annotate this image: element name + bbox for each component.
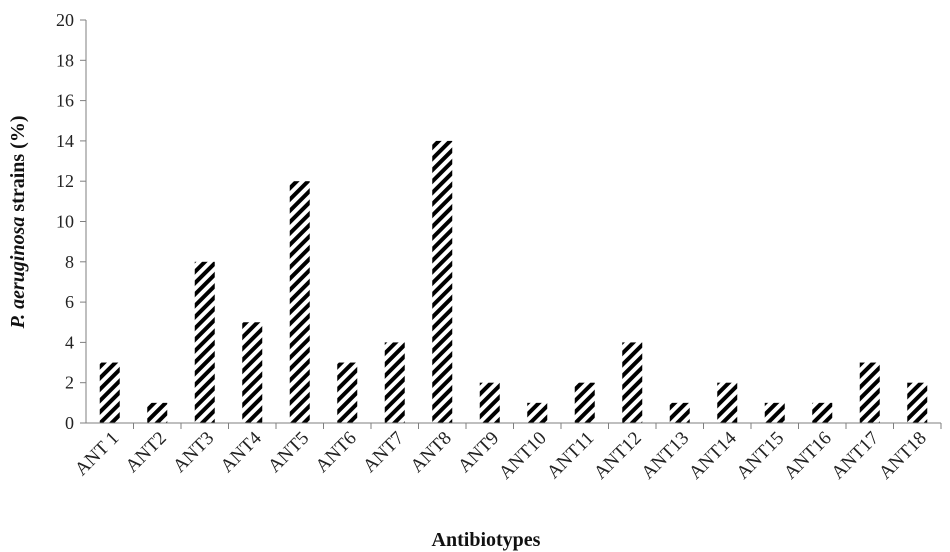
x-tick-label: ANT2 <box>122 428 171 477</box>
y-tick-label: 14 <box>56 131 74 151</box>
bar-ant4 <box>242 322 263 423</box>
x-tick-label: ANT17 <box>827 428 883 484</box>
y-axis-title-italic: P. aeruginosa <box>7 217 29 330</box>
x-tick-label: ANT11 <box>543 428 598 483</box>
x-tick-label: ANT14 <box>685 427 741 483</box>
x-tick-label: ANT16 <box>780 428 836 484</box>
x-axis-title: Antibiotypes <box>432 529 541 551</box>
x-tick-label: ANT7 <box>359 428 408 477</box>
y-tick-label: 6 <box>65 292 74 312</box>
bar-ant12 <box>622 342 643 423</box>
bar-ant15 <box>764 402 785 423</box>
bar-ant6 <box>337 362 358 423</box>
y-tick-label: 8 <box>65 252 74 272</box>
x-tick-label: ANT13 <box>637 428 693 484</box>
bar-ant9 <box>479 382 500 423</box>
y-tick-label: 18 <box>56 50 74 70</box>
bar-ant8 <box>432 140 453 423</box>
x-tick-label: ANT3 <box>169 428 218 477</box>
bar-ant11 <box>574 382 595 423</box>
y-tick-label: 10 <box>56 212 74 232</box>
x-tick-label: ANT4 <box>217 427 267 477</box>
x-tick-label: ANT10 <box>495 428 551 484</box>
x-tick-label: ANT15 <box>732 428 788 484</box>
x-tick-label: ANT5 <box>264 428 313 477</box>
bar-ant7 <box>384 342 405 423</box>
x-tick-label: ANT8 <box>407 428 456 477</box>
bars <box>99 140 928 423</box>
y-axis-title: P. aeruginosa strains (%) <box>7 116 29 330</box>
bar-ant10 <box>527 402 548 423</box>
y-axis-title-rest: strains (%) <box>7 116 29 217</box>
bar-ant14 <box>717 382 738 423</box>
y-tick-label: 4 <box>65 332 74 352</box>
y-tick-label: 0 <box>65 413 74 433</box>
x-axis-tick-labels: ANT 1ANT2ANT3ANT4ANT5ANT6ANT7ANT8ANT9ANT… <box>71 423 942 484</box>
bar-ant2 <box>147 402 168 423</box>
bar-ant1 <box>99 362 120 423</box>
y-tick-label: 2 <box>65 373 74 393</box>
y-tick-label: 12 <box>56 171 74 191</box>
y-tick-label: 20 <box>56 10 74 30</box>
bar-ant18 <box>907 382 928 423</box>
x-tick-label: ANT6 <box>312 428 361 477</box>
bar-ant3 <box>194 261 215 423</box>
bar-ant5 <box>289 181 310 423</box>
y-axis-ticks: 0 2 4 6 8 10 12 14 16 18 20 <box>56 10 86 433</box>
x-tick-label: ANT 1 <box>71 428 123 480</box>
x-tick-label: ANT18 <box>875 428 931 484</box>
x-tick-label: ANT12 <box>590 428 646 484</box>
bar-ant16 <box>812 402 833 423</box>
y-tick-label: 16 <box>56 91 74 111</box>
bar-ant13 <box>669 402 690 423</box>
bar-ant17 <box>859 362 880 423</box>
